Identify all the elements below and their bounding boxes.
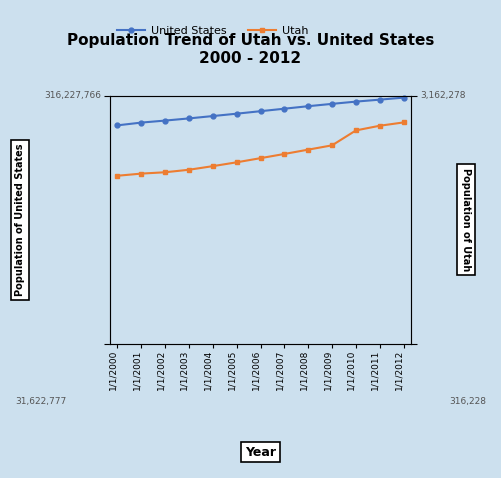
United States	[377, 97, 383, 102]
X-axis label: Year: Year	[245, 445, 276, 459]
United States	[114, 122, 120, 128]
Line: Utah: Utah	[115, 120, 406, 178]
Utah	[186, 167, 192, 173]
Utah	[401, 120, 407, 125]
Text: 31,622,777: 31,622,777	[15, 397, 66, 406]
Text: Population of United States: Population of United States	[15, 143, 25, 296]
United States	[353, 99, 359, 105]
United States	[282, 106, 288, 111]
Text: Population of Utah: Population of Utah	[461, 168, 471, 272]
United States	[186, 116, 192, 121]
Text: 3,162,278: 3,162,278	[420, 91, 465, 100]
Utah	[377, 123, 383, 129]
United States	[162, 118, 168, 123]
Utah	[258, 155, 264, 161]
United States	[305, 103, 311, 109]
United States	[138, 120, 144, 125]
United States	[401, 95, 407, 100]
Text: 316,227,766: 316,227,766	[44, 91, 101, 100]
Utah	[162, 169, 168, 175]
Utah	[138, 171, 144, 176]
Utah	[305, 147, 311, 152]
Utah	[233, 160, 239, 165]
United States	[233, 111, 239, 117]
Utah	[353, 128, 359, 133]
Text: Population Trend of Utah vs. United States
2000 - 2012: Population Trend of Utah vs. United Stat…	[67, 33, 434, 66]
United States	[258, 109, 264, 114]
Legend: United States, Utah: United States, Utah	[113, 22, 313, 41]
Line: United States: United States	[115, 95, 406, 128]
Utah	[210, 163, 216, 169]
Utah	[282, 151, 288, 157]
United States	[210, 113, 216, 119]
Text: 316,228: 316,228	[449, 397, 486, 406]
United States	[329, 101, 335, 107]
Utah	[114, 173, 120, 179]
Utah	[329, 142, 335, 148]
